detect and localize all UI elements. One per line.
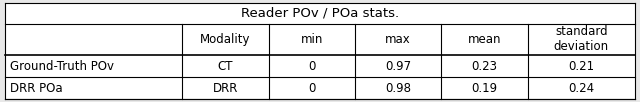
Text: CT: CT: [218, 60, 233, 73]
Text: standard
deviation: standard deviation: [554, 25, 609, 53]
Text: 0: 0: [308, 82, 316, 95]
Text: DRR: DRR: [212, 82, 238, 95]
Text: Ground-Truth POv: Ground-Truth POv: [10, 60, 114, 73]
Text: max: max: [385, 33, 411, 46]
Text: 0.19: 0.19: [472, 82, 498, 95]
Text: 0.23: 0.23: [472, 60, 498, 73]
Text: min: min: [301, 33, 323, 46]
Text: Reader POv / POa stats.: Reader POv / POa stats.: [241, 7, 399, 20]
Text: 0.98: 0.98: [385, 82, 412, 95]
Text: 0.24: 0.24: [568, 82, 595, 95]
Text: 0: 0: [308, 60, 316, 73]
Text: 0.21: 0.21: [568, 60, 595, 73]
Text: Modality: Modality: [200, 33, 251, 46]
Text: mean: mean: [468, 33, 501, 46]
Text: DRR POa: DRR POa: [10, 82, 63, 95]
Text: 0.97: 0.97: [385, 60, 412, 73]
